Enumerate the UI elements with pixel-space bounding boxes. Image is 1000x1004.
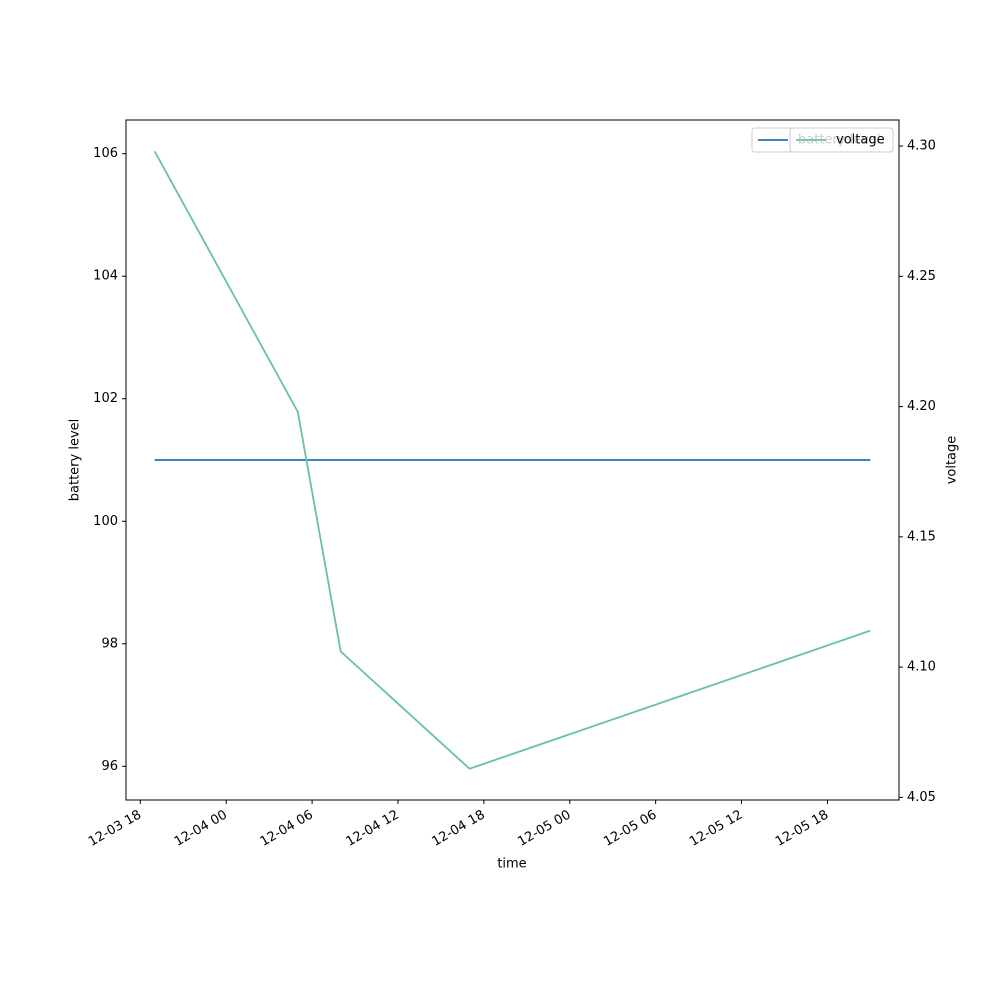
x-tick-label: 12-04 00 — [172, 808, 230, 850]
y-tick-label: 98 — [101, 636, 118, 651]
plot-frame — [125, 119, 900, 801]
x-tick-label: 12-04 06 — [258, 808, 316, 850]
x-tick-label: 12-05 06 — [601, 808, 659, 850]
y2-tick-label: 4.05 — [907, 790, 936, 805]
y2-tick-label: 4.25 — [907, 269, 936, 284]
x-tick-label: 12-04 18 — [429, 808, 487, 850]
y-tick-label: 102 — [93, 391, 118, 406]
x-tick-label: 12-05 00 — [515, 808, 573, 850]
y2-axis-label: voltage — [945, 436, 960, 485]
y2-tick-label: 4.10 — [907, 660, 936, 675]
y2-tick-label: 4.30 — [907, 139, 936, 154]
y-tick-label: 104 — [93, 269, 118, 284]
y2-tick-label: 4.15 — [907, 529, 936, 544]
y-tick-label: 106 — [93, 146, 118, 161]
legend-label: voltage — [836, 133, 885, 148]
x-axis-label: time — [497, 857, 526, 872]
y-tick-label: 96 — [101, 759, 118, 774]
x-tick-label: 12-05 18 — [773, 808, 831, 850]
legend-box — [789, 127, 894, 153]
y-tick-label: 100 — [93, 514, 118, 529]
x-tick-label: 12-04 12 — [344, 808, 402, 850]
series-line — [153, 150, 871, 770]
y2-tick-label: 4.20 — [907, 399, 936, 414]
x-tick-label: 12-03 18 — [86, 808, 144, 850]
x-tick-label: 12-05 12 — [687, 808, 745, 850]
y-axis-label: battery level — [68, 419, 83, 502]
